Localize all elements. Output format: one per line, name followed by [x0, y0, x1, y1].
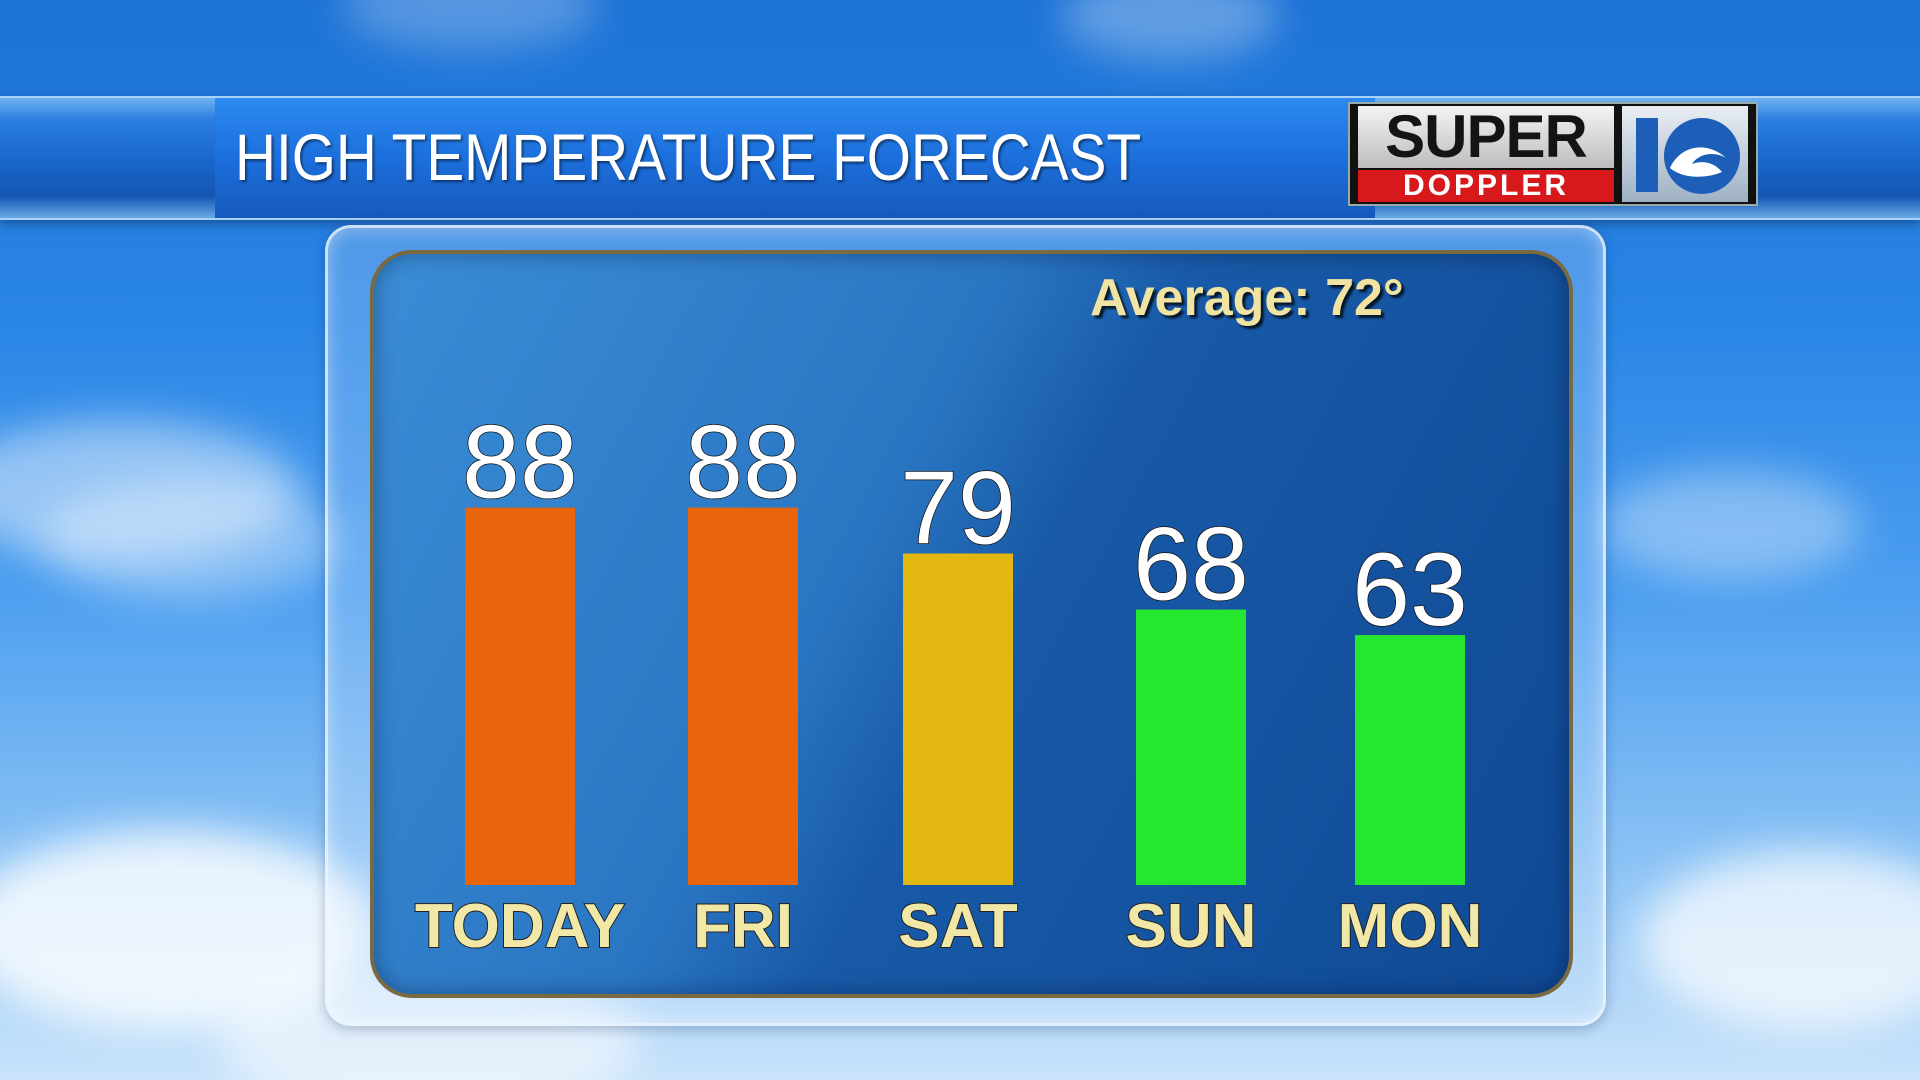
bar-value-label: 68 — [1133, 507, 1249, 623]
bar-sat — [903, 553, 1013, 885]
channel-10-logo-icon — [1622, 106, 1748, 202]
bar-today — [465, 507, 575, 885]
category-label: FRI — [693, 892, 793, 961]
logo-doppler-text: DOPPLER — [1358, 170, 1614, 202]
station-logo: SUPER DOPPLER — [1348, 102, 1758, 206]
bar-fri — [688, 507, 798, 885]
logo-super-text: SUPER — [1358, 106, 1614, 168]
average-temperature-label: Average: 72° — [1090, 269, 1404, 327]
category-label: TODAY — [415, 892, 625, 961]
bar-value-label: 63 — [1352, 532, 1468, 648]
category-label: SUN — [1126, 892, 1257, 961]
bar-value-label: 88 — [462, 405, 578, 521]
bar-sun — [1136, 609, 1246, 885]
bar-value-label: 79 — [900, 451, 1016, 567]
title-panel — [215, 98, 1375, 218]
bar-value-label: 88 — [685, 405, 801, 521]
category-label: SAT — [898, 892, 1018, 961]
category-label: MON — [1338, 892, 1483, 961]
bar-mon — [1355, 635, 1465, 885]
page-title: HIGH TEMPERATURE FORECAST — [235, 120, 1142, 194]
